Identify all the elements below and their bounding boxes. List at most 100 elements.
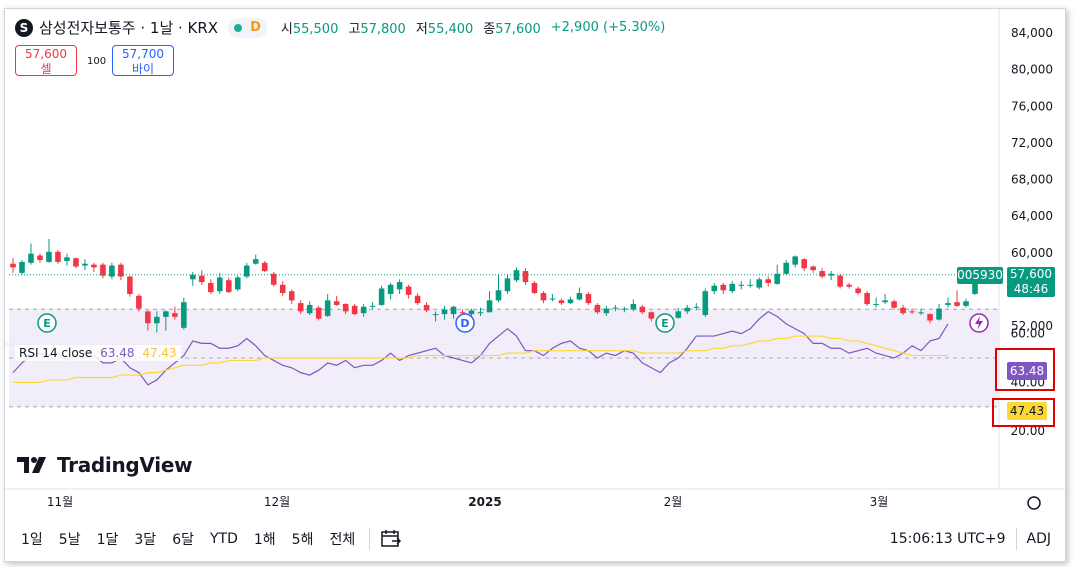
low-label: 저 [415,22,428,37]
candle-body [234,277,241,290]
range-3m[interactable]: 3달 [134,532,157,548]
candle-body [522,271,529,283]
close-label: 종 [483,22,496,37]
candle-body [927,314,933,321]
range-5y[interactable]: 5해 [291,532,314,548]
candle-body [468,310,475,315]
candle-body [37,255,43,261]
candle-body [306,304,313,314]
candle-body [909,311,915,313]
candle-body [46,251,52,262]
candle-body [639,306,646,313]
range-6m[interactable]: 6달 [172,532,194,548]
ohlc-low: 저55,400 [416,18,481,37]
candle-body [441,309,448,315]
highlight-box-ma [992,398,1055,427]
candle-body [900,307,906,314]
high-value: 57,800 [360,22,406,37]
candle-body [100,264,106,276]
candle-body [387,284,394,294]
candle-body [297,303,304,312]
symbol-legend: S 삼성전자보통주 · 1날 · KRX D 시55,500 고57,800 저… [15,17,665,38]
candle-body [199,275,205,283]
candle-body [801,259,807,269]
candle-body [181,302,187,328]
range-ytd[interactable]: YTD [209,531,238,547]
candle-body [208,282,214,293]
price-tick-label: 60,000 [1011,246,1053,260]
lightning-glyph [975,316,983,330]
rsi-value-tag: 63.48 [1007,362,1047,380]
buy-button[interactable]: 57,700 바이 [112,45,174,76]
candle-body [360,306,367,314]
candle-body [495,290,502,301]
close-value: 57,600 [495,22,541,37]
candle-body [396,282,403,290]
candle-body [693,306,700,308]
chart-canvas[interactable]: 84,000 80,000 76,000 72,000 68,000 64,000 60,0… [5,9,1065,561]
toolbar-divider [369,528,371,550]
market-open-dot-icon [234,23,243,32]
ohlc-close: 종57,600 [483,18,548,37]
candle-body [423,304,430,311]
rsi-legend[interactable]: RSI 14 close 63.48 47.43 [15,345,181,361]
sell-price: 57,600 [25,47,67,61]
candle-body [585,293,592,304]
candle-body [531,282,538,294]
candle-body [64,257,70,261]
candle-body [972,274,978,294]
candle-body [594,304,601,313]
candle-body [540,293,547,301]
data-delay-letter: D [250,20,261,35]
bar-countdown: 48:46 [1013,282,1049,296]
adjust-toggle[interactable]: ADJ [1026,531,1052,547]
candle-body [873,304,879,306]
candle-body [252,259,259,264]
candle-body [756,279,763,288]
low-value: 55,400 [427,22,474,37]
price-change: +2,900 (+5.30%) [550,20,666,35]
candle-body [261,262,268,272]
axis-settings-icon [1027,496,1041,510]
brand-name: TradingView [57,453,193,477]
candle-body [82,263,88,266]
candle-body [783,262,789,274]
price-tick-label: 52,000 [1011,319,1053,333]
range-all[interactable]: 전체 [329,532,356,548]
rsi-tick-label: 60.00 [1011,327,1045,341]
range-1d[interactable]: 1일 [21,532,43,548]
candle-body [945,303,951,305]
ohlc-high: 고57,800 [348,18,413,37]
rsi-ma-line [13,335,949,383]
range-1y[interactable]: 1해 [253,532,276,548]
candle-body [351,305,358,315]
earnings-marker: E [661,317,669,330]
tradingview-logo[interactable]: TradingView [17,453,193,477]
order-quantity[interactable]: 100 [87,56,107,67]
candle-body [91,264,97,268]
rsi-label: RSI 14 close [19,346,93,360]
candle-body [747,284,754,286]
candle-body [621,308,628,310]
candle-body [324,300,331,316]
range-5d[interactable]: 5날 [58,532,81,548]
candle-body [765,279,772,283]
calendar-range-icon[interactable] [380,528,402,550]
range-1m[interactable]: 1달 [96,532,119,548]
symbol-tag: 005930 [957,267,1003,284]
candle-body [432,314,439,316]
candle-body [612,307,619,309]
candle-body [729,283,736,292]
candle-body [333,301,340,305]
candle-body [459,312,466,314]
candle-body [369,305,376,307]
candle-body [954,302,960,306]
sell-button[interactable]: 57,600 셀 [15,45,77,76]
symbol-title[interactable]: 삼성전자보통주 · 1날 · KRX [39,19,219,37]
clock[interactable]: 15:06:13 UTC+9 [889,531,1006,547]
open-value: 55,500 [292,22,339,37]
market-status-badge[interactable]: D [228,17,267,38]
candle-body [315,307,322,319]
candle-body [711,285,718,292]
rsi-tick-label: 20.00 [1011,424,1045,438]
